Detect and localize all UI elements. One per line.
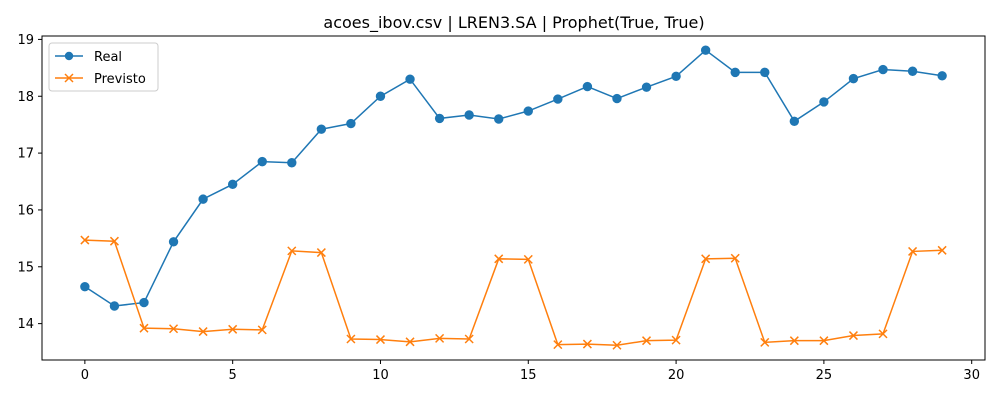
data-point [701,254,711,264]
data-point [937,245,947,255]
data-point [582,339,592,349]
data-point [553,340,563,350]
legend-box [48,42,159,92]
data-point [671,335,681,345]
legend-marker [64,73,74,83]
data-point [494,254,504,264]
data-point [375,91,386,101]
data-point [346,118,356,129]
data-point [582,81,593,92]
data-point [464,110,474,120]
data-point [80,281,90,292]
data-point [907,66,918,76]
data-point [760,67,770,78]
data-point [80,235,90,245]
data-point [937,71,947,81]
series-line-real [84,49,943,307]
y-tick-label: 18 [17,90,34,105]
x-tick-label: 30 [963,368,980,383]
data-point [641,82,652,92]
data-point [671,71,681,82]
data-point [700,45,711,55]
legend-item-real: Real [55,50,122,65]
data-point [227,179,238,190]
y-tick-label: 17 [17,147,34,162]
data-point [257,156,267,167]
legend-item-previsto: Previsto [55,72,146,87]
data-point [109,301,120,311]
data-point [848,73,859,84]
data-point [316,248,326,258]
data-point [612,340,622,350]
data-point [257,325,267,335]
data-point [139,323,149,333]
data-point [168,237,179,247]
legend-marker [64,51,74,61]
plot-area [80,45,947,350]
data-point [198,327,208,337]
legend-label: Previsto [94,72,146,87]
data-point [405,74,415,84]
data-point [848,331,858,341]
data-point [316,124,327,134]
x-tick-label: 15 [520,368,537,383]
data-point [641,336,652,346]
data-point [375,335,386,345]
data-point [819,336,829,346]
series-real [80,45,947,311]
y-axis: 14 15 16 17 18 19 [17,33,42,332]
data-point [287,158,297,168]
data-point [789,336,799,346]
y-tick-label: 15 [17,260,34,275]
chart-title: acoes_ibov.csv | LREN3.SA | Prophet(True… [323,13,704,33]
axes-frame [41,35,986,361]
data-point [464,334,474,344]
data-point [346,334,356,344]
legend-label: Real [94,50,122,65]
data-point [434,113,445,124]
legend: Real Previsto [48,42,159,92]
data-point [819,97,829,107]
data-point [789,116,800,126]
x-tick-label: 5 [229,368,237,383]
y-tick-label: 16 [17,203,34,218]
data-point [198,194,208,204]
data-point [523,106,533,116]
x-tick-label: 25 [816,368,833,383]
data-point [612,93,622,104]
data-point [109,236,119,246]
data-point [139,297,149,308]
data-point [878,329,888,339]
data-point [405,337,415,347]
series-line-previsto [84,239,943,346]
data-point [878,64,888,75]
x-tick-label: 0 [81,368,89,383]
data-point [730,67,740,78]
series-previsto [80,235,947,350]
data-point [169,324,179,334]
data-point [730,253,740,263]
x-tick-label: 20 [668,368,685,383]
data-point [228,324,238,334]
data-point [908,246,918,256]
data-point [760,337,770,347]
y-tick-label: 14 [17,317,34,332]
data-point [494,114,504,124]
data-point [523,254,533,264]
data-point [435,333,445,343]
y-tick-label: 19 [17,33,34,48]
data-point [553,94,563,104]
x-tick-label: 10 [372,368,389,383]
data-point [287,246,297,256]
x-axis: 0 5 10 15 20 25 30 [81,360,980,383]
